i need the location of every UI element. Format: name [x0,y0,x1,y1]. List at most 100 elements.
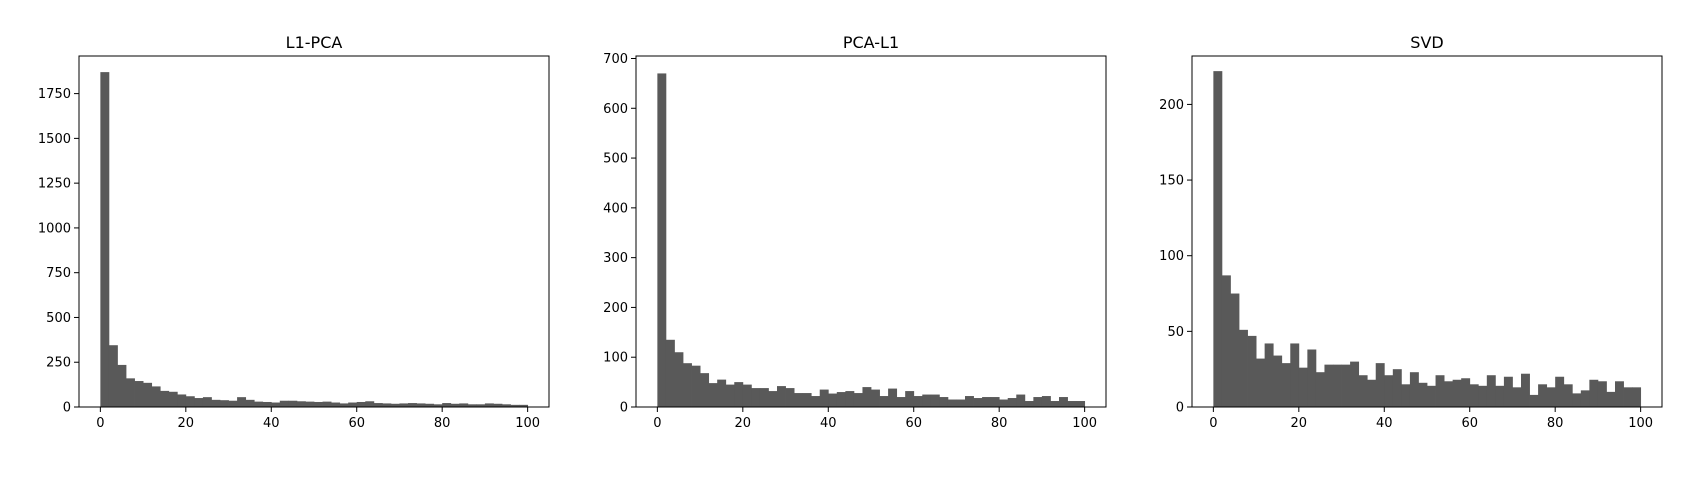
histogram-bar [177,394,187,407]
y-tick-label: 50 [1167,325,1184,340]
histogram-bar [1555,376,1565,407]
histogram-bar [1016,394,1026,407]
histogram-bar [1076,401,1086,407]
histogram-bar [1597,381,1607,407]
histogram-bar [1486,375,1496,407]
histogram-bar [502,404,511,407]
histogram-bar [1324,364,1334,407]
histogram-bar [1350,361,1360,407]
histogram-bar [1495,385,1505,407]
histogram-panel-2: 0 20 40 60 80 100 0 100 200 300 400 500 600 700 PCA-L1 [603,33,1107,431]
x-tick-label: 80 [434,416,451,431]
y-tick-label: 1250 [38,177,71,192]
histogram-bar [1503,376,1513,407]
y-tick-label: 0 [1176,401,1184,416]
histogram-bar [348,402,358,407]
histogram-bar [296,401,306,407]
histogram-bar [811,396,821,407]
y-tick-label: 500 [46,311,71,326]
histogram-bar [228,400,238,407]
histogram-bar [836,392,846,407]
histogram-bar [1615,381,1624,407]
histogram-bar [751,388,761,407]
histogram-bar [1256,358,1266,407]
histogram-bar [1546,387,1556,407]
y-tick-label: 1500 [38,132,71,147]
histogram-bar [717,379,727,407]
histogram-bar [1050,401,1060,407]
histogram-bar [314,401,323,407]
x-tick-label: 80 [991,416,1008,431]
histogram-bar [476,404,486,407]
histogram-bar [853,393,863,407]
histogram-bar [879,396,889,407]
histogram-bar [1024,401,1034,407]
x-tick-label: 60 [1461,416,1478,431]
y-tick-label: 500 [603,152,628,167]
histogram-bar [956,399,966,407]
histogram-bar [519,404,529,407]
histogram-bar [1512,387,1522,407]
histogram-bar [768,391,778,407]
histogram-bar [408,403,417,407]
histogram-bar [1538,384,1548,407]
y-tick-label: 100 [1159,249,1184,264]
y-tick-label: 700 [603,52,628,67]
histogram-bar [708,383,718,407]
histogram-bar [802,393,812,407]
histogram-bar [373,403,383,407]
x-tick-label: 0 [96,416,104,431]
histogram-bar [794,393,804,407]
y-tick-label: 150 [1159,174,1184,189]
histogram-bar [339,403,349,407]
histogram-bar [1589,379,1599,407]
histogram-bar [143,382,153,407]
histogram-bar [777,386,786,407]
histogram-bar [1418,382,1428,407]
histogram-bar [1067,401,1077,407]
x-tick-label: 40 [1376,416,1393,431]
y-tick-label: 300 [603,251,628,266]
axes-frame [78,55,550,408]
histogram-bar [425,403,435,407]
histogram-bar [1580,390,1590,407]
histogram-bar [1333,364,1342,407]
histogram-bar [279,400,289,407]
histogram-bar [416,403,426,407]
panel-title: L1-PCA [286,33,343,52]
histogram-bar [828,393,838,407]
histogram-bar [442,403,452,407]
histogram-bar [1290,343,1300,407]
histogram-bar [1247,335,1257,407]
histogram-bar [734,382,744,407]
histogram-bar [185,396,195,407]
histogram-bar [322,401,332,407]
histogram-bar [168,391,178,407]
histogram-bar [973,398,983,407]
histogram-bar [493,403,503,407]
histogram-bar [160,390,170,407]
histogram-bar [1427,385,1436,407]
x-tick-label: 0 [1209,416,1217,431]
histogram-bar [1469,384,1479,407]
histogram-bar [1007,398,1017,407]
histogram-bar [888,388,898,407]
histogram-bar [1375,363,1385,407]
y-tick-label: 200 [1159,98,1184,113]
histogram-bar [271,402,281,407]
histogram-bar [151,386,161,407]
histogram-bar [691,365,701,407]
histogram-bar [982,397,992,407]
histogram-bar [1529,394,1539,407]
histogram-bar [700,373,710,407]
x-tick-label: 80 [1547,416,1564,431]
histogram-bar [1521,373,1530,407]
x-tick-label: 20 [178,416,195,431]
histogram-bar [382,403,392,407]
histogram-bar [683,363,692,407]
x-tick-label: 20 [735,416,752,431]
histogram-bar [1623,387,1633,407]
histogram-bar [1563,384,1573,407]
histogram-bar [1632,387,1642,407]
x-tick-label: 0 [653,416,661,431]
